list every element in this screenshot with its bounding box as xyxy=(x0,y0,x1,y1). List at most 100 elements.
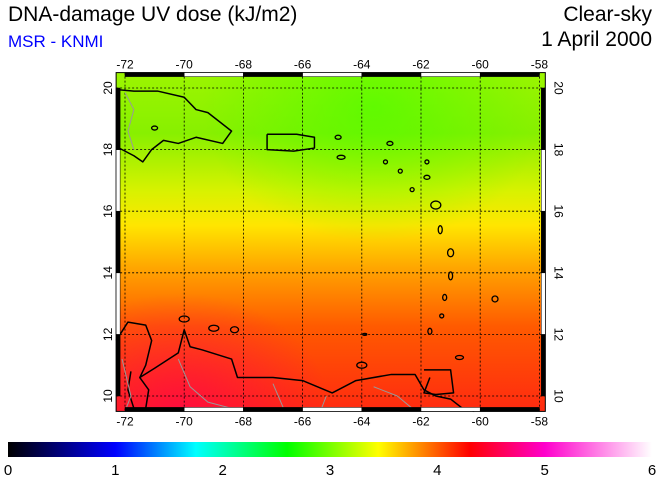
frame-tick-bar xyxy=(541,87,546,150)
island-margarita xyxy=(356,361,368,369)
state-border xyxy=(272,383,286,412)
frame-tick-bar xyxy=(115,334,121,397)
lon-tick-label-bottom: -66 xyxy=(294,414,312,428)
island-gonave xyxy=(150,125,159,131)
island-barbuda xyxy=(424,159,430,165)
frame-tick-bar xyxy=(479,72,540,77)
island-martinique xyxy=(446,248,455,258)
lon-tick-label-top: -68 xyxy=(235,58,253,72)
island-bonaire xyxy=(229,326,240,334)
colorbar-tick-label: 4 xyxy=(433,462,441,479)
colorbar-tick-label: 0 xyxy=(4,462,12,479)
frame-tick-bar xyxy=(479,407,540,412)
lon-tick-label-bottom: -72 xyxy=(116,414,134,428)
lat-tick-label-right: 16 xyxy=(551,205,565,219)
lon-tick-label-top: -70 xyxy=(176,58,194,72)
island-anguilla xyxy=(386,140,394,147)
frame-tick-bar xyxy=(541,334,546,397)
frame-tick-bar xyxy=(124,72,185,77)
island-guadeloupe xyxy=(430,200,442,210)
island-aruba xyxy=(178,315,190,323)
state-border xyxy=(373,386,413,409)
frame-tick-bar xyxy=(243,72,303,77)
frame-tick-bar xyxy=(124,407,185,412)
frame-tick-bar xyxy=(420,407,481,412)
lat-tick-label-left: 12 xyxy=(101,327,115,341)
island-dominica xyxy=(437,225,443,235)
frame-tick-bar xyxy=(115,149,121,212)
colorbar-tick-label: 2 xyxy=(218,462,226,479)
frame-tick-bar xyxy=(115,87,121,150)
island-tobago xyxy=(454,354,465,361)
island-st-lucia xyxy=(447,271,454,281)
lon-tick-label-top: -58 xyxy=(531,58,549,72)
island-saba xyxy=(382,159,389,165)
map-frame xyxy=(115,72,546,412)
uv-field xyxy=(116,72,546,412)
lon-tick-label-top: -66 xyxy=(294,58,312,72)
frame-tick-bar xyxy=(243,407,303,412)
frame-tick-bar xyxy=(541,149,546,212)
trinidad-coast xyxy=(423,369,455,396)
frame-tick-bar xyxy=(541,272,546,335)
lat-tick-label-left: 18 xyxy=(101,143,115,157)
lat-tick-label-left: 14 xyxy=(101,266,115,280)
lon-tick-label-bottom: -68 xyxy=(235,414,253,428)
lat-tick-label-right: 14 xyxy=(551,266,565,280)
colorbar: 0 1 2 3 4 5 6 xyxy=(4,442,656,479)
island-antigua xyxy=(423,174,431,180)
island-st-croix xyxy=(336,154,346,160)
graticule xyxy=(116,72,546,412)
lat-tick-label-left: 10 xyxy=(101,389,115,403)
frame-tick-bar xyxy=(302,407,363,412)
island-grenada xyxy=(427,327,433,335)
island-tortuga xyxy=(362,332,368,337)
puerto-rico-coast xyxy=(266,133,316,152)
lon-tick-label-bottom: -62 xyxy=(412,414,430,428)
colorbar-gradient xyxy=(8,442,652,457)
lon-tick-label-bottom: -70 xyxy=(176,414,194,428)
island-montserrat xyxy=(409,186,415,193)
frame-tick-bar xyxy=(115,272,121,335)
hispaniola-coast xyxy=(115,88,233,163)
frame-tick-bar xyxy=(115,210,121,274)
island-st-kitts xyxy=(397,168,403,174)
lon-tick-label-bottom: -64 xyxy=(353,414,371,428)
lon-tick-label-top: -60 xyxy=(472,58,490,72)
frame-tick-bar xyxy=(183,72,244,77)
frame-tick-bar xyxy=(361,407,422,412)
island-virgin-islands xyxy=(334,134,342,140)
lat-tick-label-right: 12 xyxy=(551,328,565,342)
map-title: DNA-damage UV dose (kJ/m2) xyxy=(8,3,298,26)
frame-tick-bar xyxy=(361,72,422,77)
frame-tick-bar xyxy=(541,210,546,274)
frame-tick-bar xyxy=(302,72,363,77)
lon-tick-label-bottom: -58 xyxy=(531,414,549,428)
frame-tick-bar xyxy=(183,407,244,412)
sky-condition-label: Clear-sky xyxy=(563,3,652,26)
frame-tick-bar xyxy=(420,72,481,77)
lon-tick-label-top: -62 xyxy=(412,58,430,72)
colorbar-tick-label: 5 xyxy=(540,462,548,479)
lon-tick-label-bottom: -60 xyxy=(472,414,490,428)
lat-tick-label-left: 16 xyxy=(101,204,115,218)
colombia-venezuela-border xyxy=(121,358,132,412)
island-st-vincent xyxy=(442,293,448,302)
island-grenadines xyxy=(439,313,445,319)
colorbar-tick-label: 3 xyxy=(326,462,334,479)
island-barbados xyxy=(491,295,499,303)
lat-tick-label-left: 20 xyxy=(101,81,115,95)
date-label: 1 April 2000 xyxy=(541,28,652,51)
island-curacao xyxy=(208,324,220,332)
colorbar-tick-label: 6 xyxy=(648,462,656,479)
lat-tick-label-right: 18 xyxy=(551,143,565,157)
lon-tick-label-top: -64 xyxy=(353,58,371,72)
haiti-dr-border xyxy=(124,92,135,150)
lat-tick-label-right: 10 xyxy=(551,389,565,403)
lon-tick-label-top: -72 xyxy=(116,58,134,72)
south-america-coast xyxy=(115,321,475,413)
state-border xyxy=(177,358,232,409)
colorbar-tick-label: 1 xyxy=(111,462,119,479)
axis-labels: -72 -72 -70 -70 -68 -68 -66 -66 -64 -64 -62 -62 -60 -… xyxy=(101,58,565,429)
